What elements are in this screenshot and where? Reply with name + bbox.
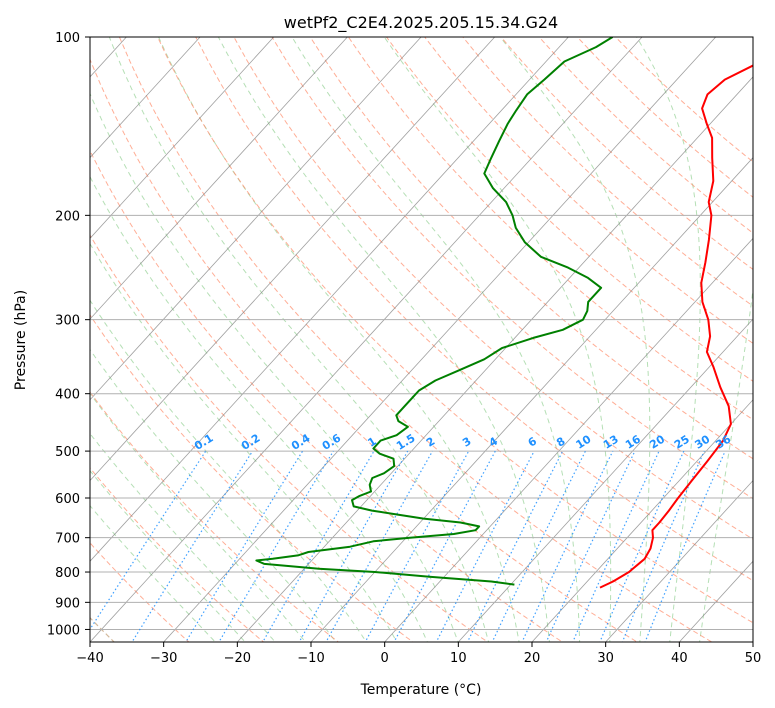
moist-adiabat-line [90,469,246,642]
isotherm-line [90,37,643,642]
moist-adiabat-line [383,37,612,642]
y-axis-label: Pressure (hPa) [13,290,29,390]
mixing-ratio-line [298,450,409,642]
moist-adiabat-line [90,299,367,642]
mixing-ratio-line [572,450,660,642]
mixing-ratio-line [218,450,334,642]
y-tick-label: 800 [55,566,80,581]
isotherm-line [90,37,201,159]
x-tick-label: 20 [524,651,541,666]
dry-adiabat-line [385,37,753,382]
isotherm-line [384,237,753,642]
mixing-ratio-line [491,450,586,642]
x-axis-label: Temperature (°C) [360,682,482,698]
isotherm-line [163,37,717,642]
isotherm-line [90,37,422,401]
x-tick-label: 0 [381,651,389,666]
chart-title: wetPf2_C2E4.2025.205.15.34.G24 [284,13,558,33]
isotherm-line [237,76,753,642]
isotherm-line [90,37,275,239]
y-tick-label: 400 [55,388,80,403]
dry-adiabats [90,37,753,642]
moist-adiabat-line [108,37,490,642]
moist-adiabat-line [636,37,701,642]
mixing-ratio-line [185,450,304,642]
y-tick-label: 200 [55,209,80,224]
moist-adiabat-line [158,37,520,642]
y-tick-label: 300 [55,314,80,329]
mixing-ratio-lines [90,450,726,642]
dry-adiabat-line [157,37,753,624]
y-tick-label: 600 [55,492,80,507]
isotherm-line [605,479,753,642]
temperature-line [599,64,753,589]
dry-adiabat-line [90,149,564,642]
moist-adiabat-line [90,432,276,642]
x-tick-label: 40 [671,651,688,666]
dry-adiabat-line [90,234,489,642]
mixing-ratio-line [262,450,375,642]
moist-adiabat-line [90,504,216,642]
dewpoint-line [255,37,614,586]
dry-adiabat-line [271,37,753,500]
dry-adiabat-line [90,58,638,642]
isotherm-line [458,318,753,642]
mixing-ratio-line [644,450,726,642]
dry-adiabat-line [118,37,713,642]
moist-adiabat-line [90,242,398,642]
isotherm-line [310,157,753,642]
x-tick-label: −20 [224,651,251,666]
y-tick-label: 900 [55,596,80,611]
y-axis: 100 200 300 400 500 600 700 800 900 1000 [47,31,90,638]
dry-adiabat-line [90,467,265,642]
mixing-ratio-line [521,450,614,642]
mixing-ratio-line [131,450,254,642]
x-axis: −40 −30 −20 −10 0 10 20 30 40 50 [76,642,761,666]
x-tick-label: −40 [76,651,103,666]
moist-adiabat-line [90,348,337,642]
isotherm-line [90,37,348,320]
moist-adiabat-line [291,37,581,642]
isotherms [90,37,753,642]
x-tick-label: 30 [597,651,614,666]
mixing-ratio-line [621,450,705,642]
dry-adiabat-line [90,391,340,642]
x-tick-label: −10 [297,651,324,666]
dry-adiabat-line [195,37,753,582]
y-tick-label: 100 [55,31,80,46]
isotherm-line [90,37,569,562]
mixing-ratio-line [393,450,496,642]
plot-frame [89,36,754,643]
x-tick-label: −30 [150,651,177,666]
x-tick-label: 10 [450,651,467,666]
mixing-ratio-line [90,450,207,631]
y-tick-label: 1000 [47,623,80,638]
y-tick-label: 700 [55,532,80,547]
moist-adiabat-line [90,92,459,642]
dry-adiabat-line [347,37,753,421]
sounding-series [255,37,753,589]
isotherm-line [531,399,753,642]
x-tick-label: 50 [745,651,762,666]
y-tick-label: 500 [55,445,80,460]
mixing-ratio-line [364,450,470,642]
isotherm-line [90,37,496,482]
